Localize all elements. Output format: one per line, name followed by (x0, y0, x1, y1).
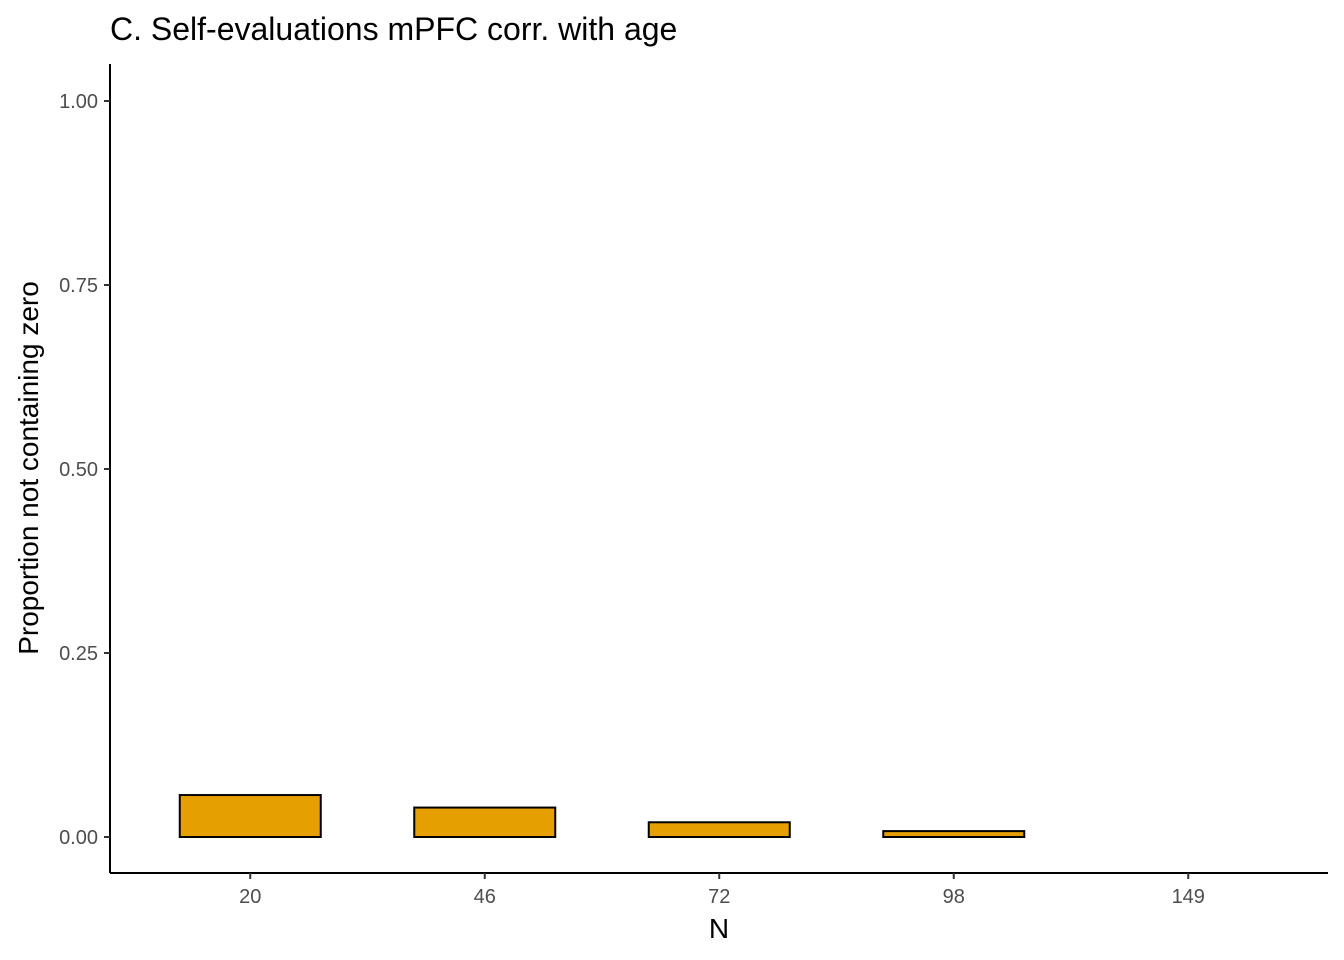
y-axis-ticks: 0.00 0.25 0.50 0.75 1.00 (59, 91, 110, 849)
y-tick-label: 0.00 (59, 827, 98, 849)
bar-20 (178, 794, 322, 838)
plot-area: 0.00 0.25 0.50 0.75 1.00 20 46 72 98 149 (59, 64, 1328, 908)
x-axis-ticks: 20 46 72 98 149 (239, 873, 1205, 908)
bars-group (178, 794, 1026, 839)
y-tick-label: 0.75 (59, 275, 98, 297)
x-tick-label: 149 (1172, 886, 1205, 908)
bar-46 (413, 806, 557, 838)
y-tick-label: 0.25 (59, 643, 98, 665)
x-tick-label: 46 (474, 886, 496, 908)
x-tick-label: 98 (943, 886, 965, 908)
y-tick-label: 1.00 (59, 91, 98, 113)
y-tick-label: 0.50 (59, 459, 98, 481)
bar-72 (647, 821, 791, 839)
x-tick-label: 20 (239, 886, 261, 908)
x-axis-title: N (709, 913, 729, 944)
bar-98 (882, 830, 1026, 838)
x-tick-label: 72 (708, 886, 730, 908)
chart-title: C. Self-evaluations mPFC corr. with age (110, 11, 677, 47)
y-axis-title: Proportion not containing zero (13, 281, 44, 655)
